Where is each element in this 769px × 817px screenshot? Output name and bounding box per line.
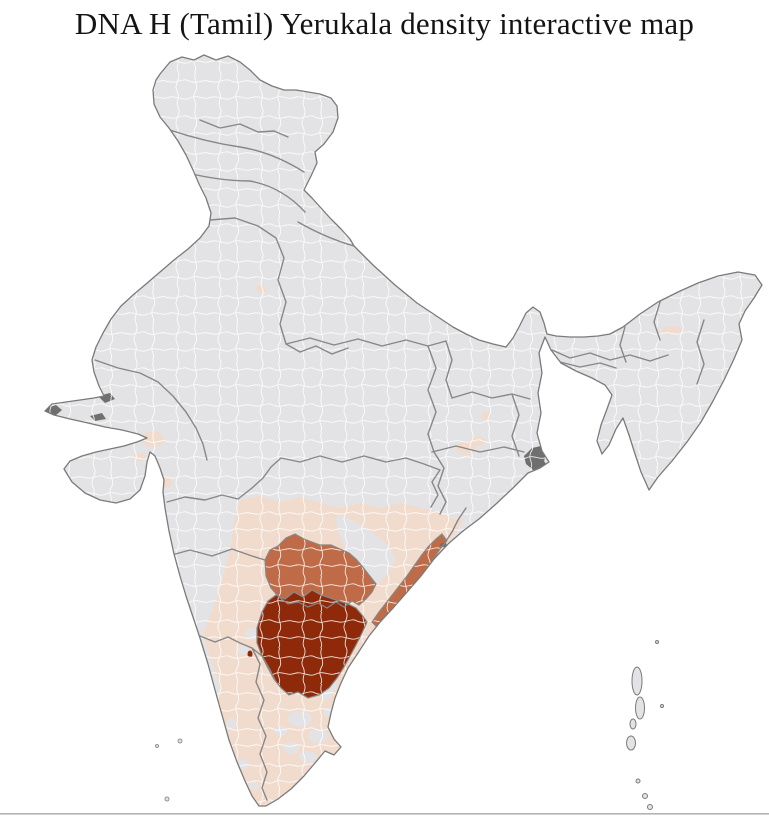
map-title: DNA H (Tamil) Yerukala density interacti… [74,6,695,41]
state-borders [94,119,705,801]
lakshadweep-islands[interactable] [155,738,183,802]
bottom-rule [0,813,769,815]
andaman-nicobar-islands[interactable] [626,640,664,810]
